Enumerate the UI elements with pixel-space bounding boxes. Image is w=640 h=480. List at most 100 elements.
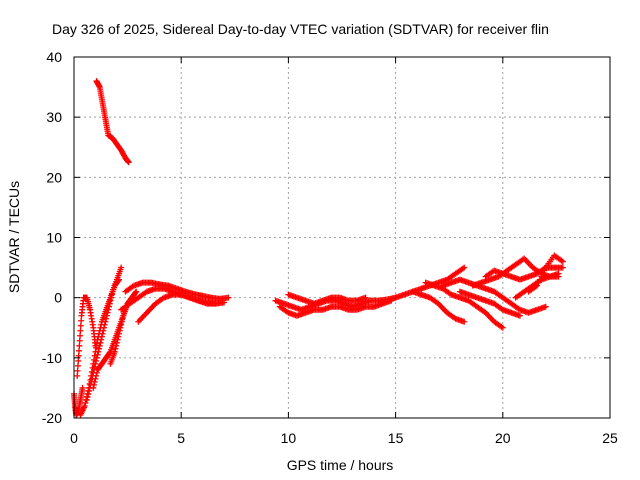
data-point [112,345,119,352]
data-point [105,306,112,313]
data-point [92,360,99,367]
data-point [103,312,110,319]
x-ticks: 0 5 10 15 20 25 [70,57,618,446]
data-point [101,321,108,328]
data-point [74,367,81,374]
data-point [76,342,83,349]
data-point [118,321,125,328]
data-point [132,289,139,296]
data-point [84,393,91,400]
data-point [95,348,102,355]
data-point [76,337,83,344]
y-tick-label: -10 [42,350,62,366]
x-tick-label: 15 [388,430,404,446]
data-point [118,318,125,325]
y-tick-label: 10 [46,230,62,246]
data-point [83,396,90,403]
data-point [97,339,104,346]
data-point [516,312,523,319]
series-spike-a [74,294,99,379]
data-point [93,344,100,351]
data-point [94,351,101,358]
data-point [107,297,114,304]
data-point [539,270,546,277]
data-point [106,300,113,307]
series-mid-3 [285,291,369,307]
data-point [90,384,97,391]
data-point [103,315,110,322]
data-point [118,264,125,271]
data-point [116,330,123,337]
data-point [91,381,98,388]
data-point [116,327,123,334]
data-point [91,363,98,370]
data-point [125,159,132,166]
data-point [100,327,107,334]
data-point [114,336,121,343]
data-point [78,317,85,324]
data-point [212,300,219,307]
data-point [98,336,105,343]
series-late-7 [482,264,566,283]
y-tick-label: 20 [46,169,62,185]
data-point [75,357,82,364]
data-point [96,345,103,352]
data-point [93,354,100,361]
data-point [93,357,100,364]
data-point [101,324,108,331]
data-point [82,399,89,406]
data-point [74,372,81,379]
y-ticks: -20 -10 0 10 20 30 40 [42,49,610,426]
data-point [362,294,369,301]
data-point [388,297,395,304]
data-point [99,330,106,337]
data-point [81,402,88,409]
data-point [77,327,84,334]
y-tick-label: 0 [54,290,62,306]
series-high-arc [93,78,132,166]
y-tick-label: 30 [46,109,62,125]
data-point [91,378,98,385]
series-mid-2 [276,297,395,319]
data-point [559,258,566,265]
data-point [541,267,548,274]
series-late-2 [409,288,468,325]
y-tick-label: -20 [42,410,62,426]
data-point [76,347,83,354]
data-point [108,291,115,298]
grid-lines [74,57,610,418]
data-point [113,339,120,346]
data-point [133,288,140,295]
data-point [104,309,111,316]
x-tick-label: 0 [70,430,78,446]
data-point [542,303,549,310]
data-point [85,390,92,397]
data-point [117,324,124,331]
data-point [119,315,126,322]
data-point [77,322,84,329]
y-tick-label: 40 [46,49,62,65]
data-point [77,332,84,339]
series-band-1 [122,279,232,302]
data-point [79,384,86,391]
data-points [71,78,566,418]
data-point [113,342,120,349]
data-point [93,369,100,376]
x-tick-label: 10 [281,430,297,446]
data-point [108,294,115,301]
data-point [461,264,468,271]
series-late-9 [512,270,562,301]
series-late-4 [439,276,549,316]
data-point [559,264,566,271]
series-late-5 [456,288,523,319]
series-rise-2 [83,264,125,403]
series-late-6 [469,255,562,289]
data-point [111,348,118,355]
data-point [106,303,113,310]
data-point [96,342,103,349]
data-point [106,349,113,356]
data-point [225,294,232,301]
series-late-3 [422,279,506,331]
x-tick-label: 5 [177,430,185,446]
